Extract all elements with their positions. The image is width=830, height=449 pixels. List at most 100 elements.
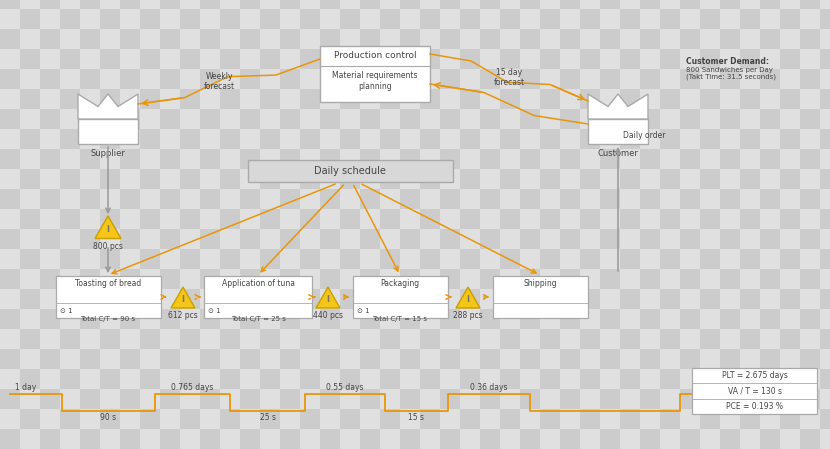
Bar	[780, 9, 800, 29]
Bar	[360, 249, 380, 269]
Bar	[560, 0, 580, 9]
Bar	[320, 249, 340, 269]
Text: Material requirements
planning: Material requirements planning	[332, 71, 417, 91]
Bar	[400, 429, 420, 449]
Bar	[720, 129, 740, 149]
Bar	[280, 89, 300, 109]
Bar	[420, 209, 440, 229]
Bar	[180, 209, 200, 229]
Bar	[700, 169, 720, 189]
Bar	[420, 249, 440, 269]
Bar	[660, 229, 680, 249]
Bar	[620, 129, 640, 149]
Bar	[560, 349, 580, 369]
Bar	[660, 29, 680, 49]
Bar	[80, 409, 100, 429]
Bar	[640, 29, 660, 49]
Bar	[480, 289, 500, 309]
Bar	[420, 129, 440, 149]
Bar	[640, 369, 660, 389]
Bar	[220, 129, 240, 149]
Bar	[360, 69, 380, 89]
Bar	[80, 309, 100, 329]
Bar	[660, 289, 680, 309]
Bar	[140, 429, 160, 449]
Bar	[520, 329, 540, 349]
Bar	[720, 309, 740, 329]
Bar	[400, 89, 420, 109]
Bar	[380, 229, 400, 249]
Bar	[440, 189, 460, 209]
Bar	[240, 329, 260, 349]
Bar	[300, 229, 320, 249]
Bar	[560, 389, 580, 409]
Bar	[800, 129, 820, 149]
Bar	[560, 169, 580, 189]
Bar	[620, 29, 640, 49]
Bar	[380, 429, 400, 449]
Bar	[660, 149, 680, 169]
Bar	[340, 409, 360, 429]
Bar	[780, 69, 800, 89]
Bar	[820, 169, 830, 189]
Bar	[40, 369, 60, 389]
Bar	[740, 289, 760, 309]
Bar	[100, 149, 120, 169]
Bar	[760, 169, 780, 189]
Bar	[220, 89, 240, 109]
Bar	[520, 289, 540, 309]
Bar	[280, 29, 300, 49]
Bar	[740, 309, 760, 329]
Bar	[800, 369, 820, 389]
Bar	[320, 349, 340, 369]
Bar	[420, 229, 440, 249]
Bar	[540, 369, 560, 389]
Bar	[20, 209, 40, 229]
Bar	[0, 329, 20, 349]
Bar	[460, 209, 480, 229]
Bar	[700, 0, 720, 9]
Bar	[440, 169, 460, 189]
Bar	[700, 309, 720, 329]
Bar	[400, 0, 420, 9]
Bar	[780, 129, 800, 149]
Bar	[700, 289, 720, 309]
Bar	[760, 269, 780, 289]
Bar	[780, 109, 800, 129]
Text: Total C/T = 90 s: Total C/T = 90 s	[81, 316, 135, 322]
Bar	[720, 429, 740, 449]
Bar	[360, 409, 380, 429]
Bar	[540, 389, 560, 409]
Bar	[780, 389, 800, 409]
Bar	[260, 229, 280, 249]
Bar	[0, 369, 20, 389]
Bar	[520, 109, 540, 129]
Bar	[600, 9, 620, 29]
Bar	[60, 429, 80, 449]
Bar	[100, 229, 120, 249]
Bar	[360, 289, 380, 309]
Bar	[0, 49, 20, 69]
Bar	[40, 169, 60, 189]
Bar	[460, 129, 480, 149]
Bar	[100, 129, 120, 149]
Bar	[660, 409, 680, 429]
Bar	[160, 309, 180, 329]
Bar	[500, 329, 520, 349]
Bar	[140, 0, 160, 9]
Bar	[100, 49, 120, 69]
Bar	[140, 49, 160, 69]
Bar	[300, 69, 320, 89]
Bar	[180, 0, 200, 9]
Bar	[720, 289, 740, 309]
Bar	[500, 429, 520, 449]
Bar	[320, 129, 340, 149]
Bar	[540, 249, 560, 269]
Bar	[40, 49, 60, 69]
Bar	[260, 249, 280, 269]
Bar	[580, 229, 600, 249]
Bar	[480, 209, 500, 229]
Bar	[140, 389, 160, 409]
Bar	[120, 409, 140, 429]
Bar	[800, 349, 820, 369]
